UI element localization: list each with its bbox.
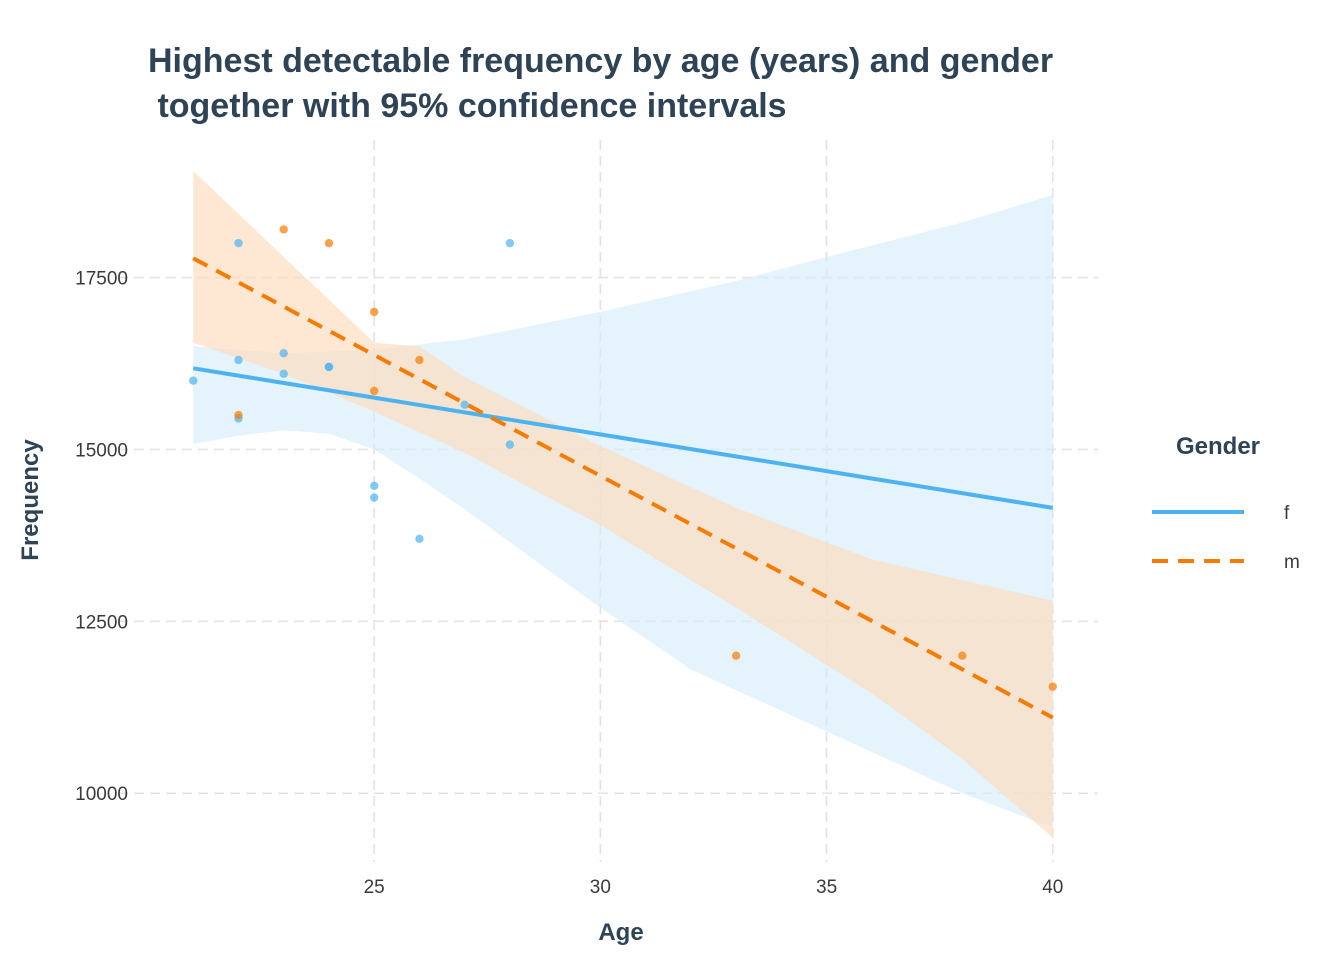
data-point-f: [234, 355, 243, 365]
confidence-bands: [193, 170, 1053, 838]
data-points: [189, 225, 1057, 691]
data-point-f: [415, 534, 424, 544]
x-axis-title: Age: [598, 919, 643, 946]
y-tick-label: 15000: [75, 440, 128, 461]
x-tick-label: 35: [816, 877, 837, 898]
data-point-f: [505, 440, 515, 449]
data-point-m: [369, 386, 379, 396]
data-point-f: [369, 493, 379, 502]
data-point-m: [234, 410, 243, 420]
data-point-m: [958, 651, 967, 660]
confidence-band-m: [193, 170, 1053, 838]
data-point-m: [324, 238, 334, 248]
y-tick-label: 12500: [75, 612, 128, 633]
data-point-f: [279, 348, 288, 358]
legend-label-m: m: [1284, 552, 1300, 573]
x-tick-label: 25: [364, 877, 385, 898]
data-point-m: [415, 355, 424, 365]
data-point-f: [505, 238, 515, 248]
y-tick-label: 17500: [75, 269, 128, 290]
data-point-f: [369, 481, 379, 491]
chart-title-line-2: together with 95% confidence intervals: [148, 87, 787, 125]
legend-label-f: f: [1284, 503, 1290, 524]
x-tick-label: 30: [590, 877, 611, 898]
tick-labels: 25 30 35 40 10000 12500 15000 17500: [75, 269, 1063, 898]
chart-title-line-1: Highest detectable frequency by age (yea…: [148, 42, 1053, 80]
y-tick-label: 10000: [75, 784, 128, 805]
data-point-f: [279, 369, 288, 378]
data-point-m: [279, 225, 288, 234]
data-point-m: [369, 307, 379, 317]
fit-line-f: [192, 366, 1054, 510]
x-tick-label: 40: [1042, 877, 1063, 898]
data-point-f: [324, 362, 334, 372]
fit-line-m: [192, 256, 1054, 720]
legend-title: Gender: [1176, 433, 1260, 460]
data-point-f: [234, 238, 243, 248]
data-point-f: [460, 400, 469, 409]
data-point-m: [731, 651, 741, 660]
data-point-f: [189, 376, 198, 385]
legend: Gender f m: [1152, 433, 1300, 573]
data-point-m: [1048, 682, 1057, 691]
y-axis-title: Frequency: [17, 439, 44, 561]
fit-lines: [192, 256, 1054, 720]
